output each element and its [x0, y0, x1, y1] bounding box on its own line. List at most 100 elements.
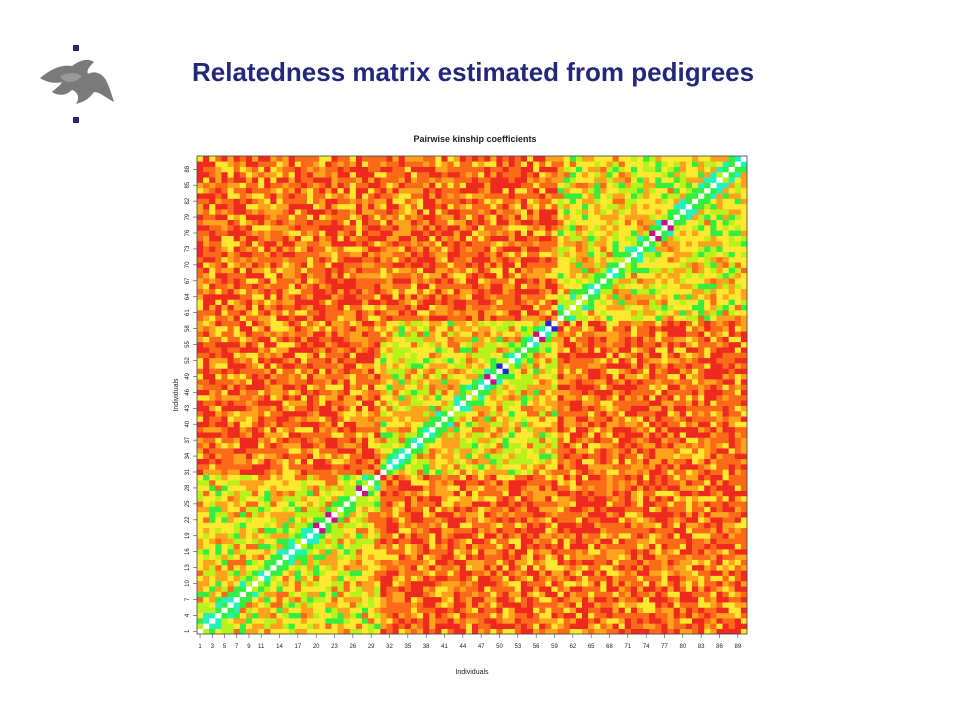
heatmap-cell [282, 432, 289, 438]
heatmap-cell [245, 506, 253, 513]
heatmap-cell [221, 177, 228, 183]
heatmap-cell [398, 251, 406, 258]
heatmap-cell [355, 421, 363, 428]
heatmap-cell [319, 310, 326, 316]
heatmap-cell [417, 618, 424, 624]
heatmap-cell [362, 570, 369, 576]
heatmap-cell [270, 193, 277, 199]
heatmap-cell [368, 315, 375, 321]
heatmap-cell [453, 607, 461, 614]
heatmap-cell [508, 623, 516, 629]
heatmap-cell [294, 395, 302, 401]
heatmap-cell [392, 511, 399, 518]
heatmap-cell [258, 570, 265, 576]
heatmap-cell [502, 156, 509, 162]
heatmap-cell [490, 479, 497, 486]
heatmap-cell [533, 485, 540, 491]
heatmap-cell [380, 156, 387, 162]
heatmap-cell [453, 272, 461, 279]
heatmap-cell [514, 538, 522, 545]
heatmap-cell [447, 485, 454, 491]
heatmap-cell [514, 230, 522, 236]
heatmap-cell [429, 453, 436, 460]
heatmap-cell [203, 299, 210, 306]
heatmap-cell [435, 628, 442, 635]
heatmap-cell [288, 193, 296, 199]
heatmap-cell [337, 219, 344, 226]
heatmap-cell [349, 267, 357, 274]
heatmap-cell [197, 193, 204, 199]
heatmap-cell [404, 331, 412, 337]
heatmap-cell [508, 384, 516, 390]
heatmap-cell [459, 352, 467, 359]
heatmap-cell [252, 421, 259, 428]
heatmap-cell [319, 246, 326, 252]
heatmap-cell [325, 602, 332, 608]
heatmap-cell [502, 341, 509, 348]
heatmap-cell [453, 352, 461, 359]
heatmap-cell [337, 347, 344, 353]
heatmap-cell [465, 177, 473, 183]
heatmap-cell [398, 347, 406, 353]
heatmap-cell [264, 485, 271, 491]
heatmap-cell [337, 522, 344, 529]
heatmap-cell [245, 389, 253, 396]
heatmap-cell [276, 187, 283, 194]
heatmap-cell [239, 251, 247, 258]
heatmap-cell [392, 294, 399, 300]
heatmap-cell [496, 607, 503, 614]
heatmap-cell [343, 320, 351, 327]
heatmap-cell [264, 432, 271, 438]
heatmap-cell [465, 612, 473, 619]
heatmap-cell [331, 304, 338, 311]
heatmap-cell [472, 564, 479, 571]
heatmap-cell [325, 171, 332, 178]
heatmap-cell [264, 623, 271, 629]
heatmap-cell [520, 543, 528, 550]
heatmap-cell [270, 214, 277, 221]
heatmap-cell [410, 506, 418, 513]
heatmap-cell [227, 225, 234, 231]
heatmap-cell [252, 591, 259, 598]
heatmap-cell [502, 267, 509, 274]
heatmap-cell [258, 203, 265, 210]
heatmap-cell [362, 384, 369, 390]
heatmap-cell [337, 384, 344, 390]
heatmap-cell [380, 559, 387, 566]
heatmap-cell [331, 214, 338, 221]
heatmap-cell [288, 591, 296, 598]
heatmap-cell [386, 612, 393, 619]
heatmap-cell [313, 373, 320, 380]
heatmap-cell [337, 623, 344, 629]
heatmap-cell [197, 187, 204, 194]
heatmap-cell [386, 357, 393, 364]
heatmap-cell [264, 187, 271, 194]
heatmap-cell [252, 214, 259, 221]
heatmap-cell [355, 405, 363, 412]
heatmap-cell [392, 299, 399, 306]
heatmap-cell [410, 458, 418, 465]
heatmap-cell [343, 517, 351, 523]
heatmap-cell [429, 469, 436, 475]
heatmap-cell [398, 485, 406, 491]
heatmap-cell [465, 230, 473, 236]
heatmap-cell [435, 554, 442, 560]
heatmap-cell [233, 469, 241, 475]
heatmap-cell [368, 325, 375, 332]
heatmap-cell [527, 580, 534, 587]
heatmap-cell [252, 517, 259, 523]
heatmap-cell [502, 501, 509, 507]
heatmap-cell [429, 278, 436, 284]
heatmap-cell [197, 384, 204, 390]
heatmap-cell [252, 538, 259, 545]
heatmap-cell [380, 405, 387, 412]
heatmap-cell [435, 363, 442, 369]
heatmap-cell [533, 437, 540, 444]
heatmap-cell [319, 187, 326, 194]
heatmap-cell [325, 575, 332, 582]
heatmap-cell [258, 283, 265, 290]
heatmap-cell [496, 198, 503, 205]
heatmap-cell [417, 379, 424, 385]
heatmap-cell [245, 612, 253, 619]
heatmap-cell [429, 262, 436, 268]
